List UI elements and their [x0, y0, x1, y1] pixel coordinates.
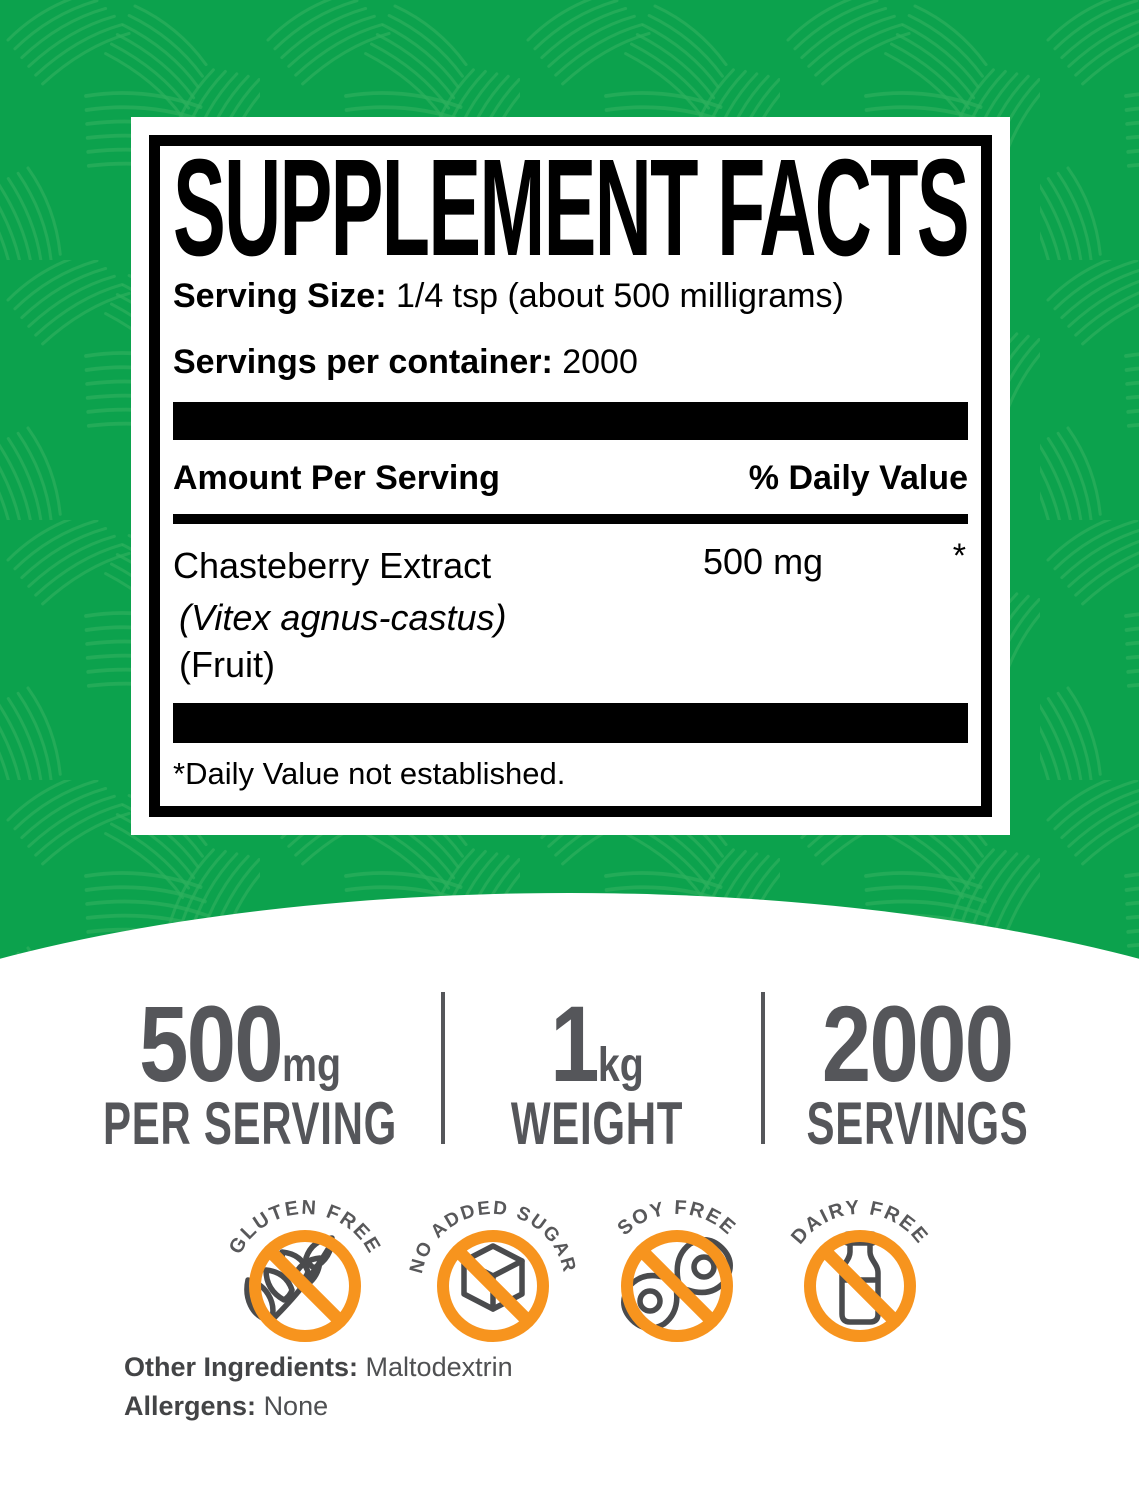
stat-servings: 2000 SERVINGS [757, 990, 1077, 1157]
stat-weight-unit: kg [597, 1039, 644, 1092]
supplement-facts-panel: SUPPLEMENT FACTS Serving Size: 1/4 tsp (… [131, 117, 1010, 835]
ingredient-row: Chasteberry Extract 500 mg * [173, 537, 968, 586]
badge-soy-free: SOY FREE [582, 1178, 772, 1346]
ingredient-name: Chasteberry Extract [173, 544, 492, 586]
no-circle-icon [437, 1230, 549, 1342]
servings-value: 2000 [562, 343, 638, 382]
svg-text:GLUTEN FREE: GLUTEN FREE [225, 1197, 385, 1258]
no-circle-icon [621, 1230, 733, 1342]
ingredient-plant-part: (Fruit) [179, 644, 275, 686]
no-circle-icon [249, 1230, 361, 1342]
stat-per-serving: 500mg PER SERVING [40, 990, 440, 1157]
stat-weight-value: 1 [550, 983, 599, 1104]
serving-size-line: Serving Size: 1/4 tsp (about 500 milligr… [173, 276, 968, 316]
badge-gluten-free: GLUTEN FREE [210, 1178, 400, 1346]
stat-per-serving-unit: mg [281, 1039, 341, 1092]
white-curve-divider [0, 893, 1139, 1313]
allergens-value: None [263, 1391, 329, 1421]
facts-border-box: SUPPLEMENT FACTS Serving Size: 1/4 tsp (… [149, 135, 992, 817]
badge-dairy-free: DAIRY FREE [765, 1178, 955, 1346]
separator-bar-bottom [173, 702, 968, 743]
ingredient-daily-value: * [952, 536, 966, 575]
daily-value-header: % Daily Value [748, 459, 968, 498]
no-circle-icon [804, 1230, 916, 1342]
stat-per-serving-label: PER SERVING [103, 1090, 398, 1157]
facts-title: SUPPLEMENT FACTS [173, 131, 970, 285]
other-ingredients-label: Other Ingredients: [124, 1352, 359, 1382]
stat-servings-value: 2000 [821, 983, 1014, 1104]
stat-per-serving-value: 500 [139, 983, 283, 1104]
servings-label: Servings per container: [173, 343, 553, 382]
other-ingredients-line: Other Ingredients: Maltodextrin [124, 1352, 513, 1383]
badge-no-added-sugar: NO ADDED SUGAR [398, 1178, 588, 1346]
amount-per-serving-header: Amount Per Serving [173, 459, 500, 498]
allergens-label: Allergens: [124, 1391, 257, 1421]
ingredient-amount: 500 mg [703, 540, 824, 582]
servings-per-container-line: Servings per container: 2000 [173, 342, 968, 382]
facts-header-row: Amount Per Serving % Daily Value [173, 440, 968, 497]
allergens-line: Allergens: None [124, 1391, 328, 1422]
stat-divider-right [761, 992, 765, 1144]
badge-gluten-free-label: GLUTEN FREE [225, 1197, 383, 1258]
serving-size-value: 1/4 tsp (about 500 milligrams) [395, 277, 844, 315]
ingredient-latin-name: (Vitex agnus-castus) [179, 596, 507, 638]
header-divider-line [173, 513, 968, 524]
separator-bar-top [173, 402, 968, 441]
stat-weight: 1kg WEIGHT [437, 990, 757, 1157]
daily-value-footnote: *Daily Value not established. [173, 755, 566, 791]
stat-servings-label: SERVINGS [806, 1090, 1028, 1157]
stat-divider-left [441, 992, 445, 1144]
other-ingredients-value: Maltodextrin [365, 1352, 513, 1382]
stat-weight-label: WEIGHT [510, 1090, 684, 1157]
serving-size-label: Serving Size: [173, 277, 387, 315]
